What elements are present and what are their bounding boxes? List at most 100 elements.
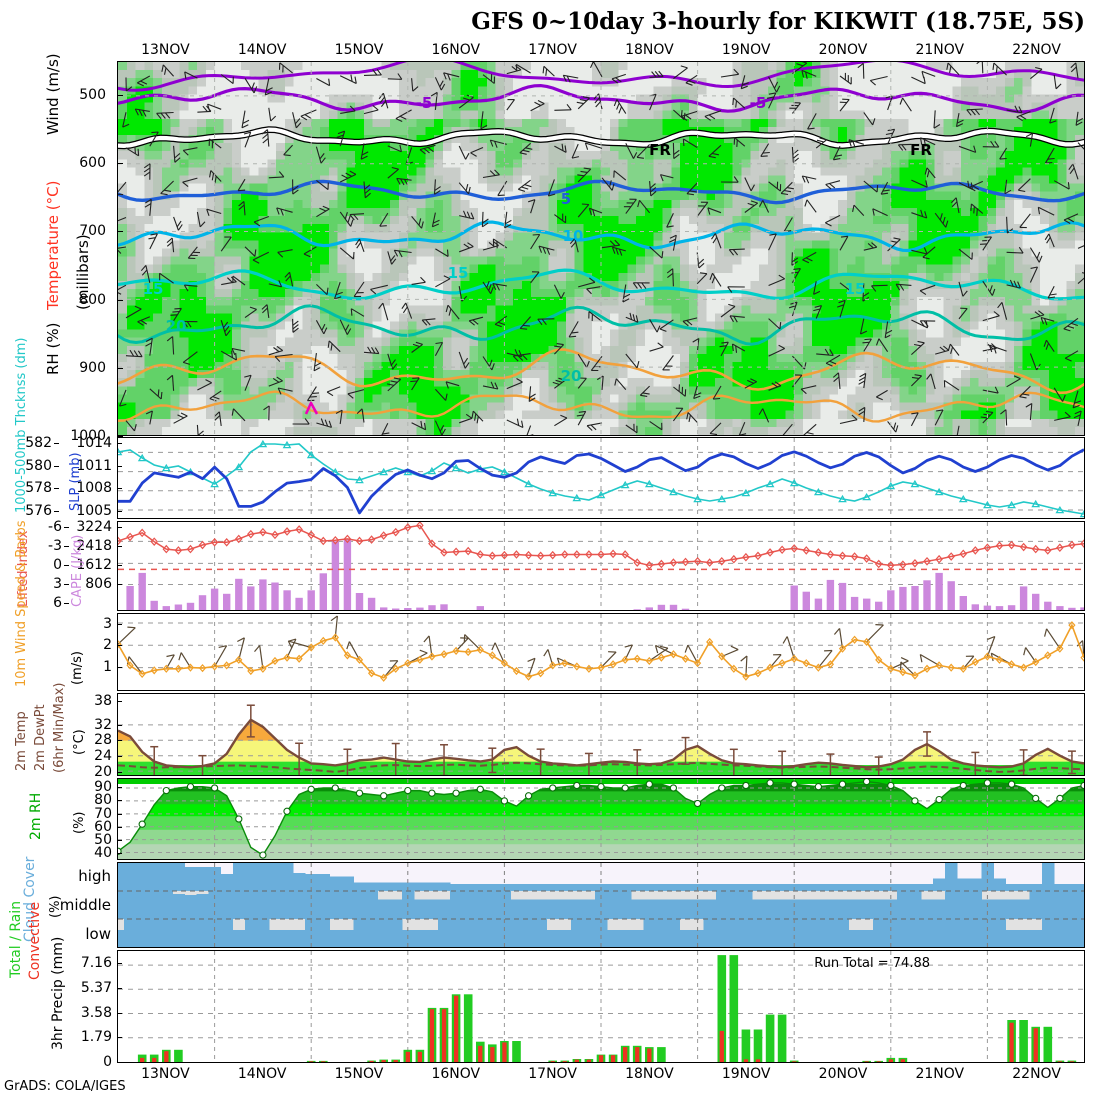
precip-axis-title-convective: Convective [27,901,43,980]
lifted-index-tick: 0 [53,557,62,573]
temp-axis-title-2: 2m DewPt [33,704,48,771]
run-total-label: Run Total = 74.88 [814,956,930,971]
tick-mark [117,623,122,625]
tick-mark [117,826,122,828]
relative-humidity-panel [117,778,1085,860]
tick-mark [117,299,123,301]
cross-section-panel [117,61,1085,436]
date-label-top: 13NOV [141,42,190,58]
tick-mark [117,667,122,669]
tick-mark [117,511,122,512]
date-label-top: 21NOV [915,42,965,58]
rh-axis-units: (%) [72,811,87,835]
axis-title: Temperature (°C) [44,180,62,310]
date-label-bottom: 19NOV [721,1066,771,1082]
slp-tick: 1008 [76,480,112,497]
date-label-top: 17NOV [528,42,577,58]
pressure-tick: 500 [79,87,106,104]
precip-tick: 1.79 [80,1029,112,1046]
temperature-tick: 38 [94,692,112,709]
pressure-tick: 800 [79,291,106,308]
axis-title: Wind (m/s) [44,53,62,135]
precip-axis-units: 3hr Precip (mm) [50,936,66,1050]
tick-mark [117,963,122,965]
rh-tick: 60 [94,818,112,835]
tick-mark [117,565,122,566]
thickness-tick: 580 [25,457,52,474]
tick-mark [64,527,69,528]
date-label-top: 18NOV [625,42,674,58]
tick-mark [64,565,69,566]
grads-credit: GrADS: COLA/IGES [4,1079,126,1094]
date-label-bottom: 14NOV [237,1066,287,1082]
date-label-bottom: 15NOV [334,1066,384,1082]
cape-axis-title: CAPE (J/kg) [70,534,85,607]
tick-mark [54,488,59,490]
tick-mark [117,231,123,233]
tick-mark [54,465,59,467]
wind-speed-panel [117,613,1085,691]
tick-mark [117,1037,122,1039]
precip-tick: 3.58 [80,1004,112,1021]
cloud-cover-panel [117,862,1085,948]
wind-speed-tick: 1 [103,659,112,676]
precip-tick: 5.37 [80,979,112,996]
tick-mark [117,163,123,165]
date-label-bottom: 16NOV [431,1066,481,1082]
axis-title: RH (%) [44,322,62,375]
slp-tick: 1011 [76,457,112,474]
tick-mark [117,584,122,585]
temp-axis-units: (°C) [72,729,87,755]
date-label-top: 16NOV [431,42,481,58]
rh-tick: 70 [94,805,112,822]
lifted-index-tick: -3 [48,538,62,554]
tick-mark [117,1012,122,1014]
precipitation-panel [117,950,1085,1063]
date-label-bottom: 21NOV [915,1066,965,1082]
cape-tick: 806 [85,576,112,592]
tick-mark [117,443,122,444]
tick-mark [117,367,123,369]
pressure-tick: 600 [79,155,106,172]
tick-mark [64,584,69,585]
rh-tick: 50 [94,832,112,849]
rh-tick: 40 [94,845,112,862]
tick-mark [117,800,122,802]
lifted-index-tick: 6 [53,595,62,611]
date-label-bottom: 20NOV [818,1066,868,1082]
tick-mark [117,645,122,647]
date-label-bottom: 22NOV [1012,1066,1061,1082]
cape-tick: 3224 [76,519,112,535]
temp-axis-title-3: (6hr Min/Max) [52,682,67,773]
temperature-tick: 20 [94,764,112,781]
date-label-bottom: 13NOV [141,1066,190,1082]
pressure-tick: 900 [79,359,106,376]
tick-mark [117,772,122,774]
precip-tick: 0 [103,1054,112,1070]
wind-speed-tick: 2 [103,637,112,654]
tick-mark [117,527,122,528]
pressure-tick: 700 [79,223,106,240]
tick-mark [117,700,122,702]
date-label-top: 19NOV [721,42,771,58]
thickness-tick: 582 [25,435,52,451]
tick-mark [117,840,122,842]
tick-mark [117,465,122,467]
thickness-axis-title: 1000-500mb Thcknss (dm) [14,337,29,513]
rh-axis-title: 2m RH [28,792,44,840]
date-label-top: 15NOV [334,42,384,58]
thickness-tick: 578 [25,480,52,497]
slp-thickness-panel [117,437,1085,519]
page-title: GFS 0~10day 3-hourly for KIKWIT (18.75E,… [471,8,1085,35]
slp-tick: 1005 [76,503,112,519]
cape-lifted-index-panel [117,521,1085,611]
wind-axis-title: 10m Wind Speed & Barbs [14,520,29,687]
tick-mark [117,546,122,547]
lifted-index-tick: -6 [48,519,62,535]
date-label-bottom: 17NOV [528,1066,577,1082]
axis-title: (millibars) [74,234,92,310]
tick-mark [117,436,123,437]
tick-mark [117,488,122,490]
tick-mark [64,546,69,547]
